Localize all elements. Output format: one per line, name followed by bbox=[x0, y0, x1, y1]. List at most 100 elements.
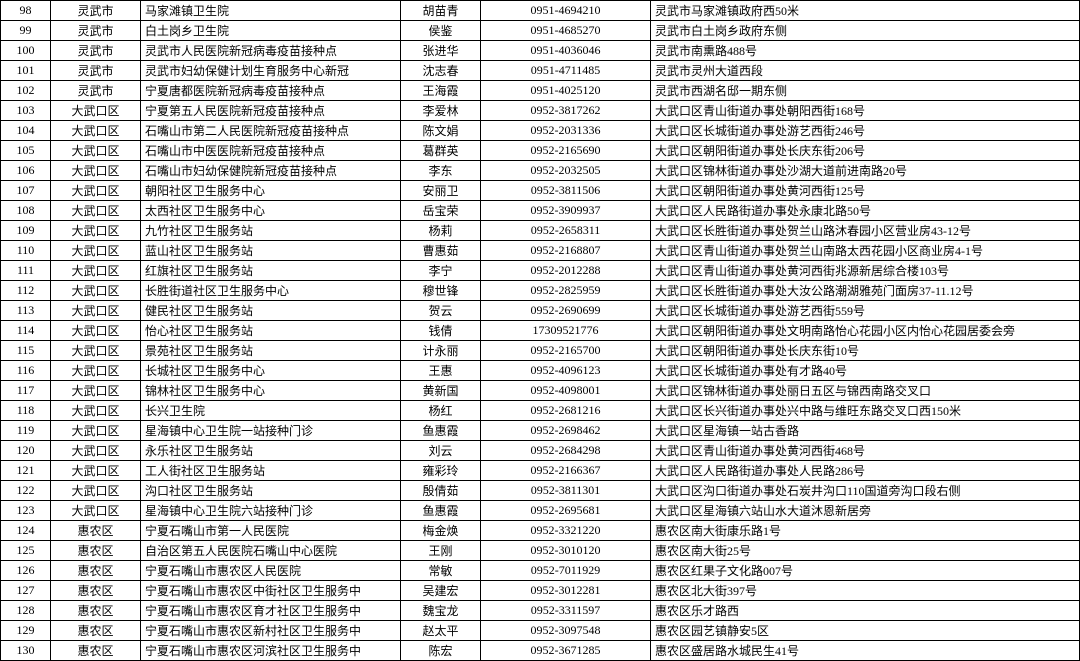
cell-address: 大武口区锦林街道办事处丽日五区与锦西南路交叉口 bbox=[651, 381, 1080, 401]
cell-area: 灵武市 bbox=[51, 1, 141, 21]
table-row: 115大武口区景苑社区卫生服务站计永丽0952-2165700大武口区朝阳街道办… bbox=[1, 341, 1080, 361]
cell-site: 灵武市人民医院新冠病毒疫苗接种点 bbox=[141, 41, 401, 61]
cell-contact: 沈志春 bbox=[401, 61, 481, 81]
table-row: 120大武口区永乐社区卫生服务站刘云0952-2684298大武口区青山街道办事… bbox=[1, 441, 1080, 461]
cell-address: 大武口区青山街道办事处朝阳西街168号 bbox=[651, 101, 1080, 121]
cell-index: 111 bbox=[1, 261, 51, 281]
cell-address: 大武口区长胜街道办事处贺兰山路沐春园小区营业房43-12号 bbox=[651, 221, 1080, 241]
cell-site: 石嘴山市中医医院新冠疫苗接种点 bbox=[141, 141, 401, 161]
cell-contact: 穆世锋 bbox=[401, 281, 481, 301]
cell-phone: 0952-3311597 bbox=[481, 601, 651, 621]
cell-phone: 0952-3012281 bbox=[481, 581, 651, 601]
table-row: 117大武口区锦林社区卫生服务中心黄新国0952-4098001大武口区锦林街道… bbox=[1, 381, 1080, 401]
cell-phone: 0952-4098001 bbox=[481, 381, 651, 401]
table-row: 99灵武市白土岗乡卫生院侯鉴0951-4685270灵武市白土岗乡政府东侧 bbox=[1, 21, 1080, 41]
cell-area: 大武口区 bbox=[51, 481, 141, 501]
table-row: 124惠农区宁夏石嘴山市第一人民医院梅金焕0952-3321220惠农区南大街康… bbox=[1, 521, 1080, 541]
cell-index: 115 bbox=[1, 341, 51, 361]
cell-contact: 侯鉴 bbox=[401, 21, 481, 41]
cell-address: 大武口区锦林街道办事处沙湖大道前进南路20号 bbox=[651, 161, 1080, 181]
cell-area: 大武口区 bbox=[51, 161, 141, 181]
cell-phone: 17309521776 bbox=[481, 321, 651, 341]
cell-contact: 葛群英 bbox=[401, 141, 481, 161]
cell-area: 大武口区 bbox=[51, 201, 141, 221]
table-row: 129惠农区宁夏石嘴山市惠农区新村社区卫生服务中赵太平0952-3097548惠… bbox=[1, 621, 1080, 641]
cell-contact: 曹惠茹 bbox=[401, 241, 481, 261]
cell-area: 惠农区 bbox=[51, 601, 141, 621]
cell-site: 工人街社区卫生服务站 bbox=[141, 461, 401, 481]
cell-phone: 0952-2165690 bbox=[481, 141, 651, 161]
table-row: 105大武口区石嘴山市中医医院新冠疫苗接种点葛群英0952-2165690大武口… bbox=[1, 141, 1080, 161]
cell-area: 大武口区 bbox=[51, 361, 141, 381]
cell-address: 惠农区盛居路水城民生41号 bbox=[651, 641, 1080, 661]
cell-index: 116 bbox=[1, 361, 51, 381]
cell-phone: 0952-4096123 bbox=[481, 361, 651, 381]
cell-index: 108 bbox=[1, 201, 51, 221]
cell-area: 灵武市 bbox=[51, 41, 141, 61]
cell-area: 惠农区 bbox=[51, 521, 141, 541]
cell-site: 宁夏第五人民医院新冠疫苗接种点 bbox=[141, 101, 401, 121]
cell-address: 灵武市马家滩镇政府西50米 bbox=[651, 1, 1080, 21]
cell-contact: 常敏 bbox=[401, 561, 481, 581]
cell-contact: 李爱林 bbox=[401, 101, 481, 121]
cell-index: 124 bbox=[1, 521, 51, 541]
cell-index: 120 bbox=[1, 441, 51, 461]
cell-phone: 0952-2166367 bbox=[481, 461, 651, 481]
cell-address: 大武口区朝阳街道办事处长庆东街10号 bbox=[651, 341, 1080, 361]
cell-site: 长胜街道社区卫生服务中心 bbox=[141, 281, 401, 301]
cell-index: 98 bbox=[1, 1, 51, 21]
cell-phone: 0952-2031336 bbox=[481, 121, 651, 141]
cell-area: 大武口区 bbox=[51, 181, 141, 201]
cell-index: 118 bbox=[1, 401, 51, 421]
cell-contact: 吴建宏 bbox=[401, 581, 481, 601]
cell-phone: 0952-2681216 bbox=[481, 401, 651, 421]
cell-index: 119 bbox=[1, 421, 51, 441]
cell-area: 大武口区 bbox=[51, 221, 141, 241]
cell-index: 123 bbox=[1, 501, 51, 521]
cell-area: 大武口区 bbox=[51, 321, 141, 341]
table-row: 113大武口区健民社区卫生服务站贺云0952-2690699大武口区长城街道办事… bbox=[1, 301, 1080, 321]
cell-phone: 0952-2690699 bbox=[481, 301, 651, 321]
cell-phone: 0952-3909937 bbox=[481, 201, 651, 221]
cell-area: 大武口区 bbox=[51, 441, 141, 461]
cell-contact: 王刚 bbox=[401, 541, 481, 561]
table-row: 100灵武市灵武市人民医院新冠病毒疫苗接种点张进华0951-4036046灵武市… bbox=[1, 41, 1080, 61]
cell-phone: 0952-2012288 bbox=[481, 261, 651, 281]
cell-index: 113 bbox=[1, 301, 51, 321]
cell-area: 灵武市 bbox=[51, 61, 141, 81]
cell-contact: 张进华 bbox=[401, 41, 481, 61]
cell-index: 126 bbox=[1, 561, 51, 581]
cell-address: 惠农区乐才路西 bbox=[651, 601, 1080, 621]
cell-area: 大武口区 bbox=[51, 101, 141, 121]
table-row: 118大武口区长兴卫生院杨红0952-2681216大武口区长兴街道办事处兴中路… bbox=[1, 401, 1080, 421]
cell-site: 宁夏石嘴山市惠农区河滨社区卫生服务中 bbox=[141, 641, 401, 661]
cell-phone: 0952-7011929 bbox=[481, 561, 651, 581]
table-row: 111大武口区红旗社区卫生服务站李宁0952-2012288大武口区青山街道办事… bbox=[1, 261, 1080, 281]
cell-site: 宁夏石嘴山市惠农区中街社区卫生服务中 bbox=[141, 581, 401, 601]
cell-site: 长城社区卫生服务中心 bbox=[141, 361, 401, 381]
cell-phone: 0952-2698462 bbox=[481, 421, 651, 441]
cell-address: 大武口区沟口街道办事处石炭井沟口110国道旁沟口段右侧 bbox=[651, 481, 1080, 501]
cell-phone: 0952-3097548 bbox=[481, 621, 651, 641]
cell-index: 127 bbox=[1, 581, 51, 601]
cell-area: 大武口区 bbox=[51, 121, 141, 141]
cell-index: 129 bbox=[1, 621, 51, 641]
cell-address: 大武口区青山街道办事处黄河西街兆源新居综合楼103号 bbox=[651, 261, 1080, 281]
cell-address: 大武口区青山街道办事处黄河西街468号 bbox=[651, 441, 1080, 461]
cell-address: 大武口区星海镇一站古香路 bbox=[651, 421, 1080, 441]
cell-site: 白土岗乡卫生院 bbox=[141, 21, 401, 41]
cell-phone: 0952-3817262 bbox=[481, 101, 651, 121]
cell-index: 121 bbox=[1, 461, 51, 481]
cell-area: 大武口区 bbox=[51, 281, 141, 301]
cell-address: 大武口区长胜街道办事处大汝公路潮湖雅苑门面房37-11.12号 bbox=[651, 281, 1080, 301]
cell-contact: 黄新国 bbox=[401, 381, 481, 401]
cell-contact: 刘云 bbox=[401, 441, 481, 461]
cell-contact: 钱倩 bbox=[401, 321, 481, 341]
cell-contact: 王惠 bbox=[401, 361, 481, 381]
cell-area: 大武口区 bbox=[51, 301, 141, 321]
cell-site: 灵武市妇幼保健计划生育服务中心新冠 bbox=[141, 61, 401, 81]
cell-contact: 杨红 bbox=[401, 401, 481, 421]
cell-phone: 0952-2165700 bbox=[481, 341, 651, 361]
cell-phone: 0951-4685270 bbox=[481, 21, 651, 41]
cell-site: 石嘴山市妇幼保健院新冠疫苗接种点 bbox=[141, 161, 401, 181]
